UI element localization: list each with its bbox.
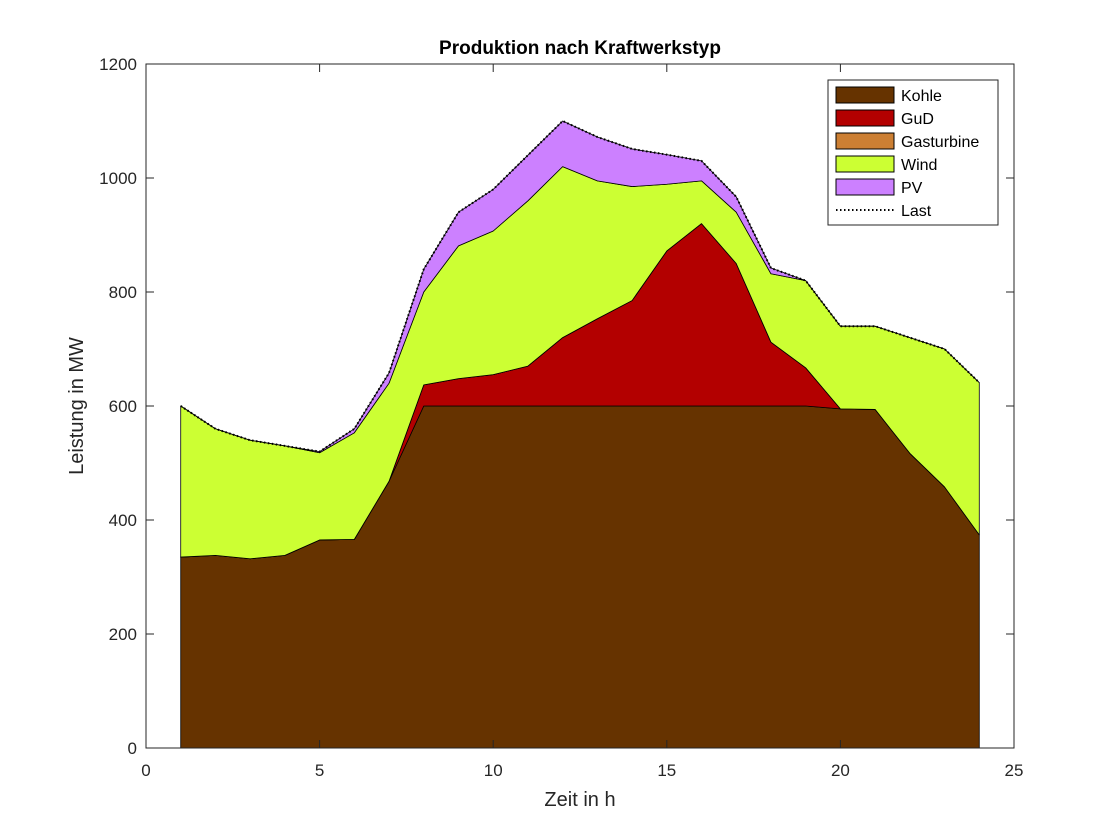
x-axis-label: Zeit in h (544, 789, 615, 811)
y-axis-ticks: 0 200 400 600 800 1000 1200 (99, 55, 1014, 758)
y-tick-label: 1200 (99, 55, 137, 74)
y-tick-label: 400 (109, 511, 137, 530)
y-tick-label: 0 (128, 739, 137, 758)
x-tick-label: 15 (657, 761, 676, 780)
x-tick-label: 5 (315, 761, 324, 780)
legend-label-gasturbine: Gasturbine (901, 134, 979, 151)
x-tick-label: 0 (141, 761, 150, 780)
legend: Kohle GuD Gasturbine Wind PV Last (827, 79, 999, 226)
legend-swatch-pv (835, 178, 895, 196)
legend-label-pv: PV (901, 180, 923, 197)
legend-box (827, 79, 999, 226)
y-tick-label: 200 (109, 625, 137, 644)
stacked-areas (180, 120, 980, 749)
chart-title: Produktion nach Kraftwerkstyp (439, 38, 721, 59)
legend-swatch-wind (835, 155, 895, 173)
y-axis-label: Leistung in MW (66, 337, 88, 475)
x-tick-label: 20 (831, 761, 850, 780)
y-tick-label: 800 (109, 283, 137, 302)
x-tick-label: 25 (1005, 761, 1024, 780)
area-pv (180, 120, 980, 454)
x-tick-label: 10 (484, 761, 503, 780)
y-tick-label: 1000 (99, 169, 137, 188)
x-axis-ticks: 0 5 10 15 20 25 (141, 64, 1023, 780)
y-tick-label: 600 (109, 397, 137, 416)
legend-swatch-gud (835, 109, 895, 127)
legend-swatch-gasturbine (835, 132, 895, 150)
legend-label-last: Last (901, 203, 932, 220)
legend-label-gud: GuD (901, 111, 934, 128)
legend-label-wind: Wind (901, 157, 937, 174)
legend-swatch-kohle (835, 86, 895, 104)
legend-label-kohle: Kohle (901, 88, 942, 105)
